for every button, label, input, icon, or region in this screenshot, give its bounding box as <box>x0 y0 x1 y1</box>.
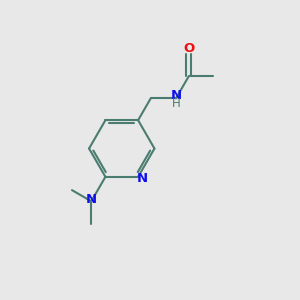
Text: O: O <box>183 42 194 55</box>
Text: H: H <box>172 97 180 110</box>
Text: N: N <box>86 193 97 206</box>
Text: N: N <box>170 89 182 102</box>
Text: N: N <box>136 172 148 185</box>
